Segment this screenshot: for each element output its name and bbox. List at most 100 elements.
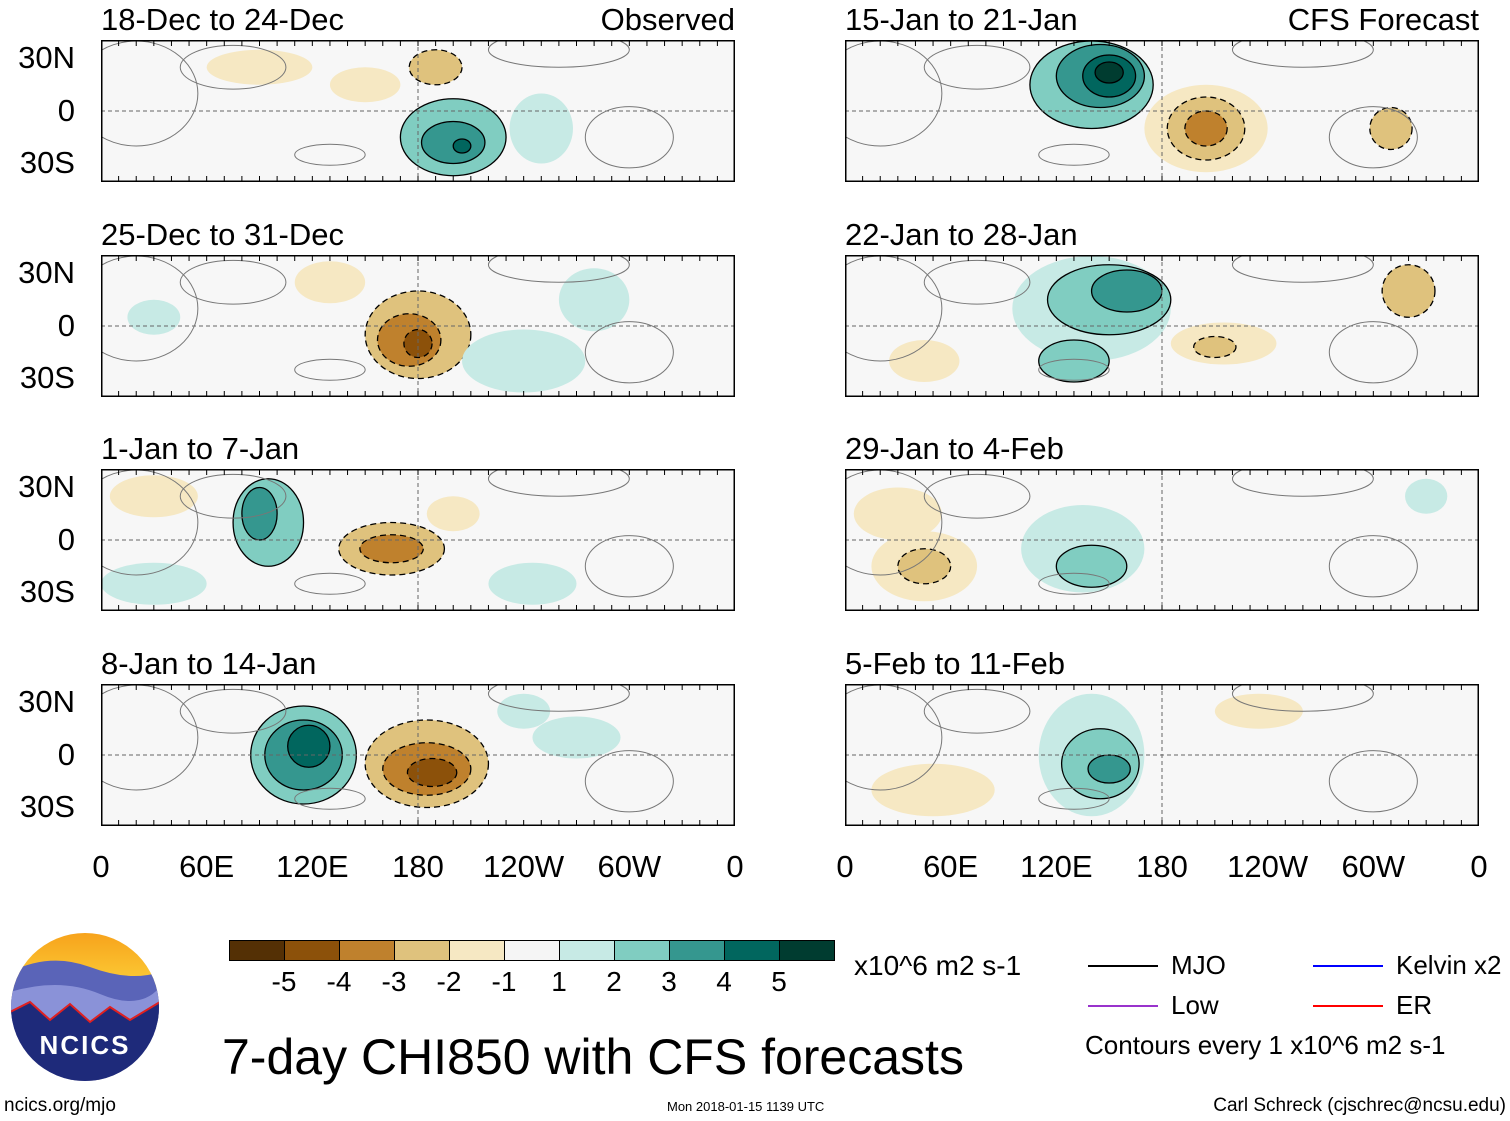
colorbar-label: -5 (271, 966, 297, 997)
lon-label: 120W (483, 849, 565, 884)
lat-label: 30N (18, 40, 75, 75)
anomaly-contour (101, 562, 207, 605)
coastline (1038, 787, 1110, 810)
svg-text:NCICS: NCICS (40, 1030, 131, 1060)
lat-label: 30N (18, 469, 75, 504)
anomaly-contour (329, 67, 401, 103)
anomaly-contour (1094, 61, 1124, 84)
anomaly-map (845, 684, 1479, 826)
legend-line (1313, 1005, 1383, 1007)
colorbar-swatch (504, 940, 560, 961)
lon-label: 0 (836, 849, 854, 884)
colorbar-swatch (394, 940, 450, 961)
colorbar-label: 2 (606, 966, 622, 997)
lon-label: 60W (1341, 849, 1406, 884)
colorbar-label: -1 (491, 966, 517, 997)
coastline (1328, 750, 1418, 813)
coastline (1328, 535, 1418, 598)
colorbar-label: 3 (661, 966, 677, 997)
figure-title: 7-day CHI850 with CFS forecasts (222, 1029, 964, 1085)
coastline (1328, 106, 1418, 169)
anomaly-contour (853, 487, 942, 540)
footer-url[interactable]: ncics.org/mjo (4, 1095, 116, 1116)
lat-label: 0 (57, 308, 75, 343)
coastline (487, 684, 630, 712)
colorbar-swatch (339, 940, 395, 961)
anomaly-map (845, 255, 1479, 397)
coastline (179, 688, 287, 734)
coastline (487, 469, 630, 497)
colorbar-label: 4 (716, 966, 732, 997)
colorbar-swatch (284, 940, 340, 961)
lon-label: 0 (726, 849, 744, 884)
coastline (294, 143, 366, 166)
ncics-logo: NCICS (10, 932, 160, 1082)
coastline (179, 259, 287, 305)
lat-label: 30N (18, 684, 75, 719)
coastline (1038, 358, 1110, 381)
coastline (294, 358, 366, 381)
colorbar-swatch (559, 940, 615, 961)
coastline (294, 572, 366, 595)
panel-title: 29-Jan to 4-Feb (845, 431, 1064, 466)
lon-label: 180 (392, 849, 444, 884)
coastline (923, 44, 1031, 90)
anomaly-map (845, 469, 1479, 611)
coastline (923, 259, 1031, 305)
coastline (179, 473, 287, 519)
lon-label: 120E (1020, 849, 1093, 884)
coastline (845, 40, 943, 147)
coastline (101, 684, 199, 791)
coastline (1231, 469, 1374, 497)
lon-label: 180 (1136, 849, 1188, 884)
anomaly-contour (206, 49, 313, 85)
coastline (487, 255, 630, 283)
anomaly-contour (241, 486, 278, 541)
colorbar-swatch (614, 940, 670, 961)
coastline (584, 535, 674, 598)
anomaly-map (101, 469, 735, 611)
anomaly-contour (1038, 339, 1110, 383)
anomaly-contour (287, 724, 331, 768)
lat-label: 30S (19, 145, 75, 180)
coastline (179, 44, 287, 90)
anomaly-contour (509, 93, 573, 164)
anomaly-contour (109, 475, 198, 518)
contour-note: Contours every 1 x10^6 m2 s-1 (1085, 1030, 1446, 1060)
lon-label: 120W (1227, 849, 1309, 884)
colorbar-swatch (669, 940, 725, 961)
footer-author: Carl Schreck (cjschrec@ncsu.edu) (1213, 1095, 1506, 1116)
anomaly-map (101, 40, 735, 182)
anomaly-contour (403, 328, 433, 359)
panel-title: 5-Feb to 11-Feb (845, 646, 1065, 681)
lon-label: 60E (179, 849, 235, 884)
anomaly-contour (532, 716, 621, 759)
panel-label: Observed (600, 2, 735, 37)
coastline (101, 40, 199, 147)
coastline (487, 40, 630, 68)
lat-label: 30S (19, 360, 75, 395)
anomaly-contour (1087, 754, 1131, 784)
anomaly-contour (897, 548, 952, 585)
coastline (294, 787, 366, 810)
lon-label: 60W (597, 849, 662, 884)
anomaly-contour (462, 329, 586, 393)
lat-label: 0 (57, 93, 75, 128)
anomaly-contour (294, 261, 366, 304)
anomaly-map (845, 40, 1479, 182)
anomaly-contour (359, 534, 424, 564)
colorbar-units: x10^6 m2 s-1 (854, 950, 1022, 981)
coastline (584, 321, 674, 384)
coastline (1328, 321, 1418, 384)
legend-label: Low (1171, 990, 1219, 1020)
legend-label: MJO (1171, 950, 1226, 980)
footer-timestamp: Mon 2018-01-15 1139 UTC (667, 1099, 825, 1114)
anomaly-contour (1405, 478, 1448, 514)
legend-label: ER (1396, 990, 1433, 1020)
anomaly-contour (1369, 106, 1413, 151)
anomaly-contour (488, 562, 577, 605)
coastline (1231, 684, 1374, 712)
coastline (923, 473, 1031, 519)
anomaly-contour (1214, 693, 1303, 729)
colorbar-swatch (449, 940, 505, 961)
